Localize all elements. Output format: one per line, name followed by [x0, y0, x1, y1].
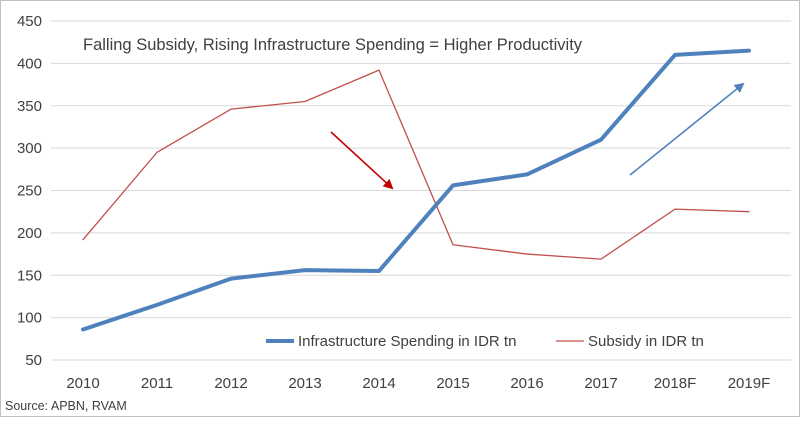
y-tick-label-300: 300	[17, 140, 42, 157]
y-axis-ticks: 50 100 150 200 250 300 350 400 450	[17, 13, 42, 369]
x-tick-label-2019F: 2019F	[728, 375, 771, 392]
x-tick-label-2014: 2014	[362, 375, 395, 392]
y-tick-label-400: 400	[17, 55, 42, 72]
x-tick-label-2016: 2016	[510, 375, 543, 392]
x-tick-label-2010: 2010	[66, 375, 99, 392]
gridlines	[51, 20, 791, 361]
x-tick-label-2017: 2017	[584, 375, 617, 392]
legend: Infrastructure Spending in IDR tn Subsid…	[266, 333, 704, 350]
y-tick-label-100: 100	[17, 310, 42, 327]
x-tick-label-2011: 2011	[141, 375, 173, 392]
x-axis-ticks: 2010 2011 2012 2013 2014 2015 2016 2017 2018F 201…	[66, 375, 770, 392]
y-tick-label-350: 350	[17, 98, 42, 115]
series-lines	[81, 48, 751, 332]
up-arrow-annotation	[629, 82, 745, 176]
series-line-subsidy	[82, 69, 750, 260]
x-tick-label-2018F: 2018F	[654, 375, 697, 392]
y-tick-label-450: 450	[17, 13, 42, 30]
y-tick-label-250: 250	[17, 183, 42, 200]
source-note: Source: APBN, RVAM	[5, 399, 127, 413]
y-tick-label-50: 50	[25, 352, 42, 369]
chart-title: Falling Subsidy, Rising Infrastructure S…	[83, 36, 583, 54]
y-tick-label-200: 200	[17, 225, 42, 242]
down-arrow-annotation	[330, 131, 394, 190]
legend-label-subsidy: Subsidy in IDR tn	[588, 333, 704, 350]
x-tick-label-2013: 2013	[288, 375, 321, 392]
x-tick-label-2015: 2015	[436, 375, 469, 392]
x-tick-label-2012: 2012	[214, 375, 247, 392]
legend-label-infrastructure: Infrastructure Spending in IDR tn	[298, 333, 516, 350]
series-line-infrastructure	[81, 48, 751, 332]
y-tick-label-150: 150	[17, 267, 42, 284]
